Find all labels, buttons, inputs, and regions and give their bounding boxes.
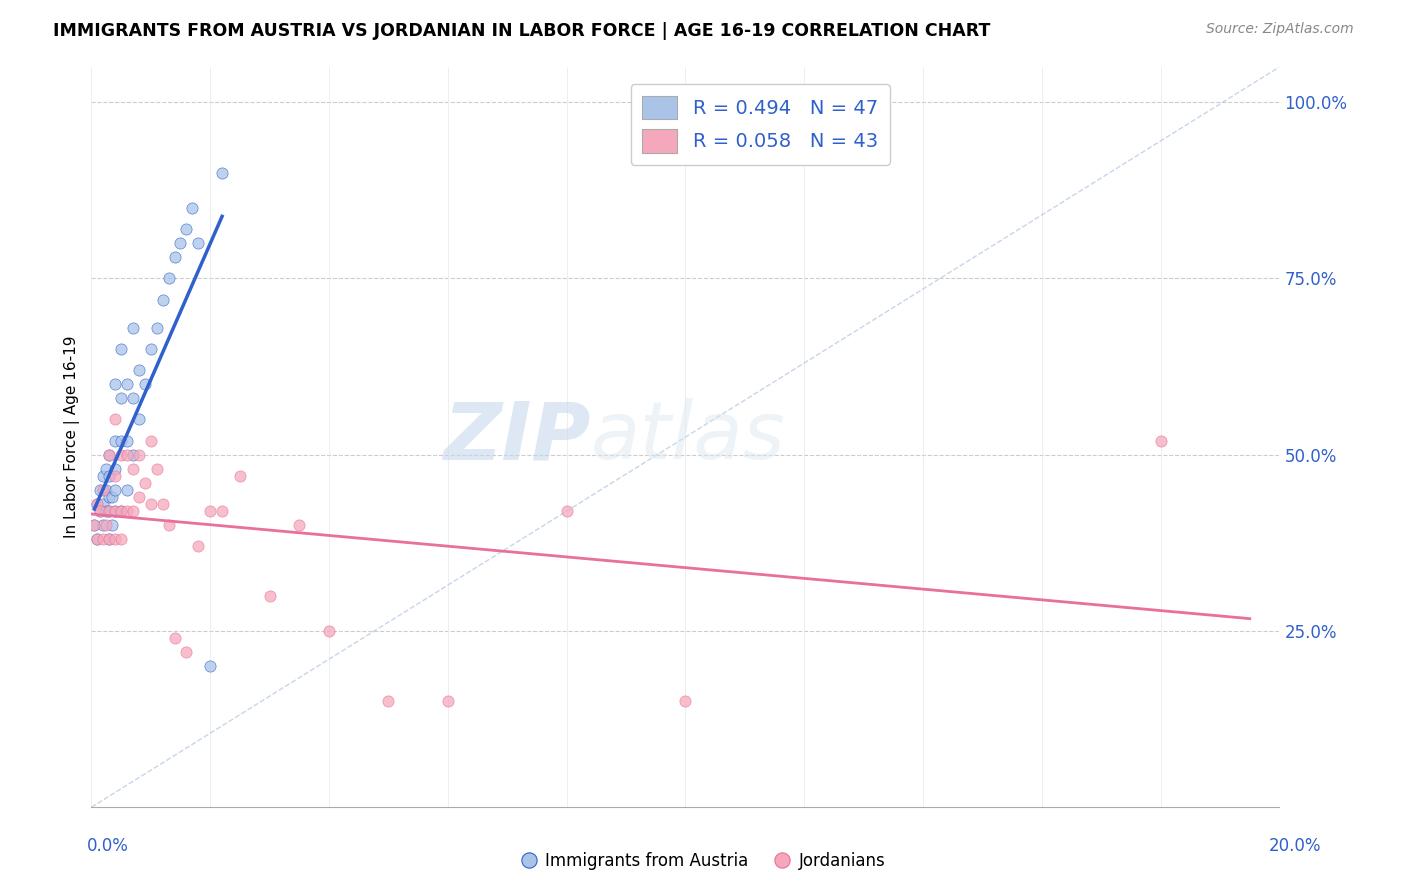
Point <box>128 412 150 426</box>
Point <box>104 412 127 426</box>
Point <box>229 468 252 483</box>
Legend: R = 0.494   N = 47, R = 0.058   N = 43: R = 0.494 N = 47, R = 0.058 N = 43 <box>630 84 890 164</box>
Point <box>98 448 121 462</box>
Point <box>288 518 311 533</box>
Point <box>86 533 108 547</box>
Point <box>377 694 399 708</box>
Point <box>104 483 127 497</box>
Point <box>200 659 222 673</box>
Point <box>96 462 118 476</box>
Point <box>98 468 121 483</box>
Point <box>101 518 124 533</box>
Point <box>157 271 180 285</box>
Point <box>98 533 121 547</box>
Point <box>176 645 198 659</box>
Point <box>104 504 127 518</box>
Point <box>436 694 458 708</box>
Point <box>673 694 696 708</box>
Point <box>163 631 186 645</box>
Point <box>86 497 108 511</box>
Point <box>104 468 127 483</box>
Point <box>187 236 209 251</box>
Point <box>104 504 127 518</box>
Point <box>211 504 233 518</box>
Point <box>555 504 578 518</box>
Point <box>181 201 204 215</box>
Point <box>110 504 132 518</box>
Point <box>139 342 162 356</box>
Point <box>89 504 111 518</box>
Point <box>122 320 145 334</box>
Text: 0.0%: 0.0% <box>87 837 129 855</box>
Point <box>211 166 233 180</box>
Point <box>110 342 132 356</box>
Point <box>110 448 132 462</box>
Point <box>139 434 162 448</box>
Point <box>89 504 111 518</box>
Point <box>91 483 114 497</box>
Point <box>98 533 121 547</box>
Point <box>110 504 132 518</box>
Point <box>1149 434 1171 448</box>
Point <box>96 504 118 518</box>
Point <box>122 448 145 462</box>
Point <box>187 540 209 554</box>
Point <box>128 490 150 504</box>
Point <box>163 250 186 264</box>
Point <box>104 533 127 547</box>
Point <box>104 434 127 448</box>
Point <box>98 504 121 518</box>
Point <box>104 462 127 476</box>
Point <box>101 490 124 504</box>
Point <box>139 497 162 511</box>
Point <box>98 448 121 462</box>
Point <box>122 392 145 406</box>
Point <box>98 490 121 504</box>
Point <box>176 222 198 236</box>
Point <box>104 377 127 392</box>
Point <box>145 320 167 334</box>
Point <box>152 293 174 307</box>
Point <box>145 462 167 476</box>
Point <box>318 624 340 638</box>
Point <box>91 468 114 483</box>
Point <box>200 504 222 518</box>
Text: atlas: atlas <box>591 398 785 476</box>
Point <box>115 483 138 497</box>
Point <box>91 497 114 511</box>
Point <box>259 589 281 603</box>
Text: ZIP: ZIP <box>443 398 591 476</box>
Point <box>134 475 156 490</box>
Point <box>83 518 105 533</box>
Point <box>86 533 108 547</box>
Point <box>169 236 191 251</box>
Point <box>122 504 145 518</box>
Point <box>110 434 132 448</box>
Y-axis label: In Labor Force | Age 16-19: In Labor Force | Age 16-19 <box>65 335 80 539</box>
Point <box>96 483 118 497</box>
Point <box>115 377 138 392</box>
Point <box>128 448 150 462</box>
Point <box>157 518 180 533</box>
Point <box>122 462 145 476</box>
Point <box>115 504 138 518</box>
Text: Source: ZipAtlas.com: Source: ZipAtlas.com <box>1206 22 1354 37</box>
Point <box>98 504 121 518</box>
Point <box>115 434 138 448</box>
Text: IMMIGRANTS FROM AUSTRIA VS JORDANIAN IN LABOR FORCE | AGE 16-19 CORRELATION CHAR: IMMIGRANTS FROM AUSTRIA VS JORDANIAN IN … <box>53 22 991 40</box>
Legend: Immigrants from Austria, Jordanians: Immigrants from Austria, Jordanians <box>513 846 893 877</box>
Point <box>110 533 132 547</box>
Point <box>89 483 111 497</box>
Point <box>110 392 132 406</box>
Point <box>96 518 118 533</box>
Point <box>152 497 174 511</box>
Point <box>86 497 108 511</box>
Text: 20.0%: 20.0% <box>1270 837 1322 855</box>
Point <box>91 533 114 547</box>
Point <box>83 518 105 533</box>
Point <box>115 448 138 462</box>
Point <box>134 377 156 392</box>
Point <box>91 518 114 533</box>
Point <box>128 363 150 377</box>
